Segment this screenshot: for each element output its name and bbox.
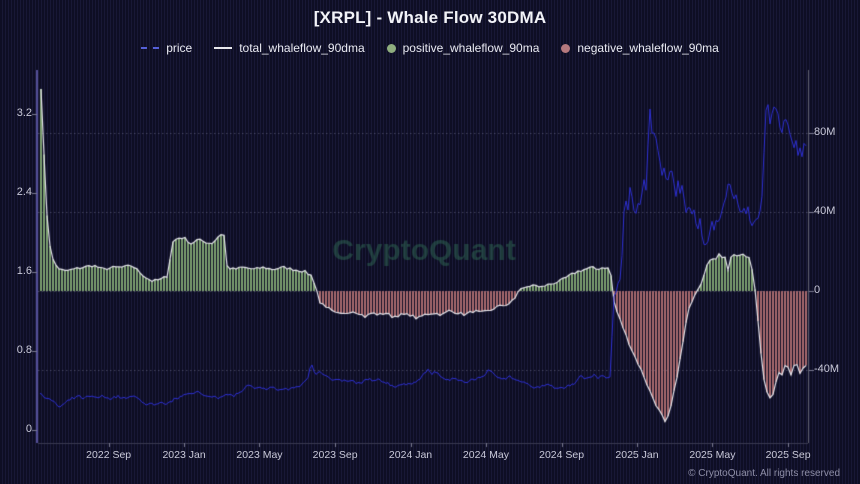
page-title: [XRPL] - Whale Flow 30DMA (313, 8, 547, 27)
legend-line-icon (214, 47, 233, 49)
legend-label: negative_whaleflow_90ma (577, 41, 719, 55)
x-axis-label: 2023 May (236, 449, 283, 461)
legend-item-negative_whaleflow_90ma[interactable]: negative_whaleflow_90ma (561, 41, 719, 55)
x-axis-label: 2024 Jan (388, 449, 433, 461)
y-axis-label-price: 3.2 (16, 107, 32, 120)
legend-label: positive_whaleflow_90ma (402, 41, 540, 55)
x-axis-label: 2023 Sep (312, 449, 358, 461)
x-axis-label: 2025 May (689, 449, 736, 461)
x-axis-label: 2025 Sep (765, 449, 811, 461)
y-axis-label-flow: 80M (814, 126, 836, 139)
legend-circle-icon (561, 43, 571, 53)
copyright: © CryptoQuant. All rights reserved (688, 468, 840, 479)
y-axis-label-price: 0 (25, 422, 32, 435)
y-axis-label-price: 2.4 (16, 186, 32, 199)
legend: price total_whaleflow_90dma positive_whale… (0, 41, 860, 55)
x-axis-label: 2025 Jan (615, 449, 659, 461)
legend-item-price[interactable]: price (141, 41, 192, 55)
x-axis-label: 2024 Sep (539, 449, 585, 461)
y-axis-label-price: 1.6 (16, 265, 32, 277)
legend-circle-icon (386, 43, 396, 53)
legend-label: total_whaleflow_90dma (239, 41, 365, 55)
x-axis-label: 2023 Jan (162, 449, 206, 461)
y-axis-label-flow: 40M (814, 205, 836, 218)
legend-label: price (166, 41, 193, 55)
y-axis-label-flow: 0 (814, 284, 821, 297)
legend-item-positive_whaleflow_90ma[interactable]: positive_whaleflow_90ma (386, 41, 540, 55)
y-axis-label-price: 0.8 (16, 343, 32, 356)
legend-item-total_whaleflow_90dma[interactable]: total_whaleflow_90dma (214, 41, 365, 55)
x-axis-label: 2024 May (462, 449, 510, 461)
legend-line-icon (141, 47, 160, 49)
x-axis-label: 2022 Sep (86, 449, 132, 461)
y-axis-label-flow: -40M (814, 363, 840, 376)
